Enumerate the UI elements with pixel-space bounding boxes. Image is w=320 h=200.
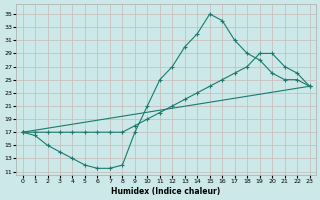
X-axis label: Humidex (Indice chaleur): Humidex (Indice chaleur) [111, 187, 221, 196]
